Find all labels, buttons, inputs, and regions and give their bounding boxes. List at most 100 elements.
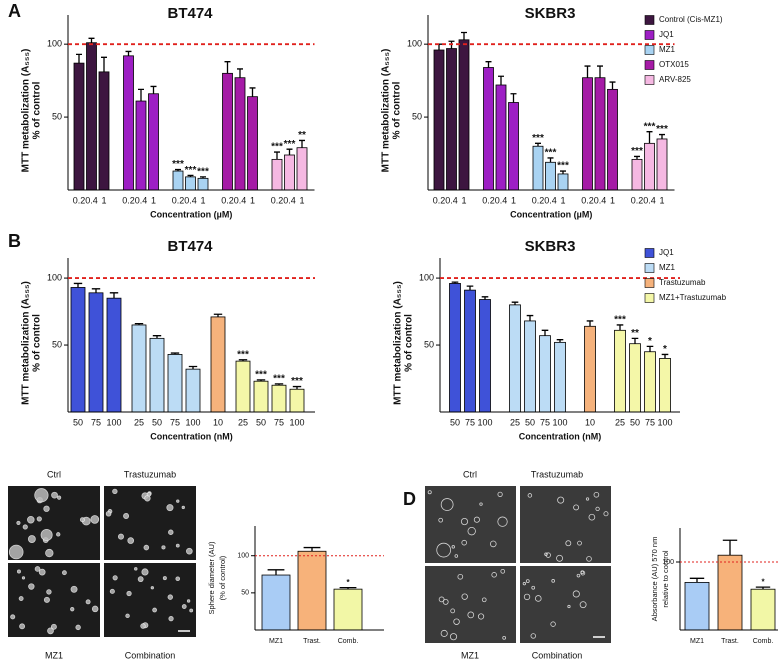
error-bar — [237, 68, 243, 78]
significance: *** — [291, 376, 303, 387]
x-tick-label: 75 — [540, 417, 550, 427]
x-tick-label: 0.4 — [135, 195, 148, 205]
error-bar — [152, 335, 162, 339]
error-bar — [466, 285, 474, 291]
legend-swatch — [644, 263, 655, 273]
y-tick-label: 50 — [52, 339, 62, 349]
cell-sphere — [16, 569, 21, 574]
x-tick-label: 0.4 — [85, 195, 98, 205]
error-bar — [188, 365, 198, 370]
significance: *** — [656, 124, 668, 135]
cell-sphere — [46, 589, 52, 595]
x-tick-label: 0.2 — [73, 195, 86, 205]
y-axis-label: MTT metabolization (A₅₅₅) — [21, 281, 32, 405]
cell-sphere — [43, 505, 50, 512]
cell-sphere — [70, 585, 78, 593]
x-tick-label: 50 — [525, 417, 535, 427]
error-bar — [286, 148, 293, 155]
significance: *** — [273, 374, 285, 385]
error-bar — [267, 569, 285, 576]
bar — [135, 100, 147, 191]
error-bar — [526, 314, 534, 321]
error-bar — [200, 176, 206, 179]
bar — [333, 588, 363, 631]
bar — [289, 388, 305, 413]
x-tick-label: 75 — [274, 417, 284, 427]
significance: * — [663, 344, 667, 355]
x-tick-label: 10 — [213, 417, 223, 427]
cell-sphere — [579, 601, 587, 609]
cell-sphere — [450, 608, 456, 614]
micrograph — [520, 566, 611, 643]
error-bar — [631, 337, 639, 344]
error-bar — [634, 155, 640, 160]
micrograph-label: Combination — [532, 650, 583, 660]
cell-sphere — [85, 599, 91, 605]
bar — [284, 154, 295, 191]
legend-label: Trastuzumab — [659, 278, 706, 287]
cell-sphere — [117, 533, 124, 540]
cell-sphere — [16, 520, 21, 525]
bar — [532, 145, 544, 191]
bar — [554, 341, 566, 413]
error-bar — [451, 281, 459, 284]
y-tick-label: 100 — [419, 272, 434, 282]
cell-sphere — [461, 539, 467, 546]
error-bar — [560, 170, 566, 174]
bar — [446, 48, 457, 191]
bar — [483, 67, 494, 191]
cell-sphere — [51, 491, 58, 499]
cell-sphere — [595, 506, 600, 512]
cell-sphere — [21, 576, 26, 580]
y-axis-label: % of control — [32, 81, 43, 139]
cell-sphere — [143, 544, 150, 551]
micrograph-label: Ctrl — [463, 469, 477, 479]
cell-sphere — [175, 576, 181, 582]
error-bar — [510, 93, 517, 103]
panel-label: D — [403, 489, 416, 509]
micrograph-label: Combination — [125, 650, 176, 660]
bar — [594, 77, 606, 191]
y-axis-label: % of control — [404, 314, 415, 372]
cell-sphere — [449, 633, 458, 641]
cell-sphere — [479, 502, 483, 506]
x-tick-label: Comb. — [753, 638, 774, 645]
micrograph-label: Trastuzumab — [124, 469, 176, 479]
cell-sphere — [56, 532, 61, 537]
y-axis-label: % of control — [392, 81, 403, 139]
significance: *** — [172, 159, 184, 170]
significance: *** — [557, 161, 569, 172]
cell-sphere — [19, 623, 26, 630]
x-tick-label: Comb. — [338, 638, 359, 645]
x-tick-label: 50 — [152, 417, 162, 427]
bar — [253, 380, 269, 413]
cell-sphere — [544, 552, 548, 557]
micrograph — [104, 563, 196, 637]
bar — [479, 299, 491, 413]
bar — [185, 176, 196, 191]
cell-sphere — [161, 545, 166, 550]
cell-sphere — [22, 524, 28, 530]
x-tick-label: MZ1 — [690, 638, 704, 645]
cell-sphere — [489, 540, 497, 548]
cell-sphere — [168, 529, 174, 535]
cell-sphere — [45, 548, 54, 558]
bar — [433, 49, 445, 191]
x-tick-label: 0.4 — [234, 195, 247, 205]
error-bar — [597, 65, 603, 78]
error-bar — [249, 87, 256, 97]
cell-sphere — [454, 554, 459, 558]
cell-sphere — [134, 567, 138, 571]
cell-sphere — [175, 543, 180, 548]
x-tick-label: 100 — [477, 417, 492, 427]
error-bar — [274, 151, 280, 160]
x-axis-label: Concentration (nM) — [519, 431, 602, 441]
cell-sphere — [186, 547, 193, 555]
x-tick-label: 100 — [106, 417, 121, 427]
error-bar — [498, 75, 504, 85]
chart-title: SKBR3 — [525, 238, 576, 255]
bar — [644, 142, 655, 191]
cell-sphere — [440, 498, 454, 511]
bar — [582, 77, 593, 191]
